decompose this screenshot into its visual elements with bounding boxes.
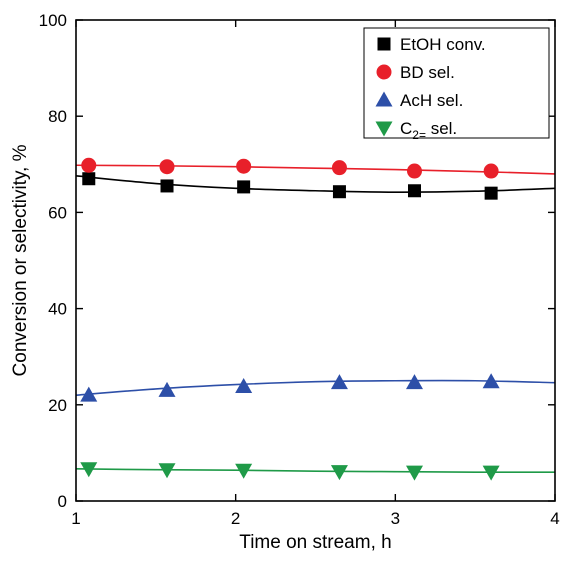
data-point-bd-sel-6 xyxy=(483,163,499,179)
data-point-c2-sel-6 xyxy=(482,465,500,481)
legend: EtOH conv. BD sel. AcH sel. C2= sel. xyxy=(363,27,550,142)
x-axis-label: Time on stream, h xyxy=(239,532,391,553)
legend-label-bd-sel: BD sel. xyxy=(400,63,455,82)
fit-lines xyxy=(75,164,556,473)
data-point-bd-sel-3 xyxy=(236,158,252,174)
legend-label-ach-sel: AcH sel. xyxy=(400,91,463,110)
legend-box xyxy=(363,27,550,139)
y-tick-label-60: 60 xyxy=(48,203,67,222)
x-tick-label-4: 4 xyxy=(550,509,559,528)
legend-marker-ach-sel xyxy=(375,91,393,107)
data-point-etoh-conv-2 xyxy=(160,179,174,193)
data-point-etoh-conv-4 xyxy=(332,185,346,199)
y-tick-label-20: 20 xyxy=(48,396,67,415)
data-point-etoh-conv-1 xyxy=(82,172,96,186)
fit-line-etoh-conv xyxy=(75,175,556,194)
data-point-ach-sel-3 xyxy=(235,378,253,394)
data-point-ach-sel-2 xyxy=(158,381,176,397)
data-point-ach-sel-1 xyxy=(80,386,98,402)
data-point-bd-sel-1 xyxy=(81,157,97,173)
data-point-c2-sel-3 xyxy=(235,463,253,479)
x-tick-label-3: 3 xyxy=(391,509,400,528)
data-point-ach-sel-4 xyxy=(330,374,348,390)
y-tick-label-0: 0 xyxy=(58,492,67,511)
data-point-c2-sel-2 xyxy=(158,463,176,479)
data-point-etoh-conv-6 xyxy=(484,186,498,200)
ticks xyxy=(75,19,556,502)
fit-line-ach-sel xyxy=(75,379,556,396)
data-point-bd-sel-2 xyxy=(159,159,175,175)
y-tick-label-100: 100 xyxy=(39,11,67,30)
data-point-bd-sel-5 xyxy=(406,163,422,179)
legend-marker-etoh-conv xyxy=(377,37,391,51)
x-tick-label-1: 1 xyxy=(71,509,80,528)
legend-label-etoh-conv: EtOH conv. xyxy=(400,35,486,54)
y-axis-label: Conversion or selectivity, % xyxy=(10,144,31,376)
legend-label-c2-sel: C2= sel. xyxy=(400,119,457,142)
data-point-bd-sel-4 xyxy=(331,160,347,176)
data-point-etoh-conv-5 xyxy=(407,184,421,198)
x-tick-label-2: 2 xyxy=(231,509,240,528)
legend-marker-bd-sel xyxy=(376,64,392,80)
data-point-ach-sel-6 xyxy=(482,373,500,389)
data-point-c2-sel-4 xyxy=(330,465,348,481)
data-point-ach-sel-5 xyxy=(405,374,423,390)
fit-line-c2-sel xyxy=(75,467,556,473)
y-tick-label-80: 80 xyxy=(48,107,67,126)
data-point-c2-sel-5 xyxy=(405,465,423,481)
legend-marker-c2-sel xyxy=(375,121,393,137)
data-points xyxy=(80,157,500,481)
y-tick-label-40: 40 xyxy=(48,300,67,319)
data-point-etoh-conv-3 xyxy=(237,180,251,194)
plot-frame xyxy=(75,19,556,502)
data-point-c2-sel-1 xyxy=(80,462,98,478)
fit-line-bd-sel xyxy=(75,164,556,175)
